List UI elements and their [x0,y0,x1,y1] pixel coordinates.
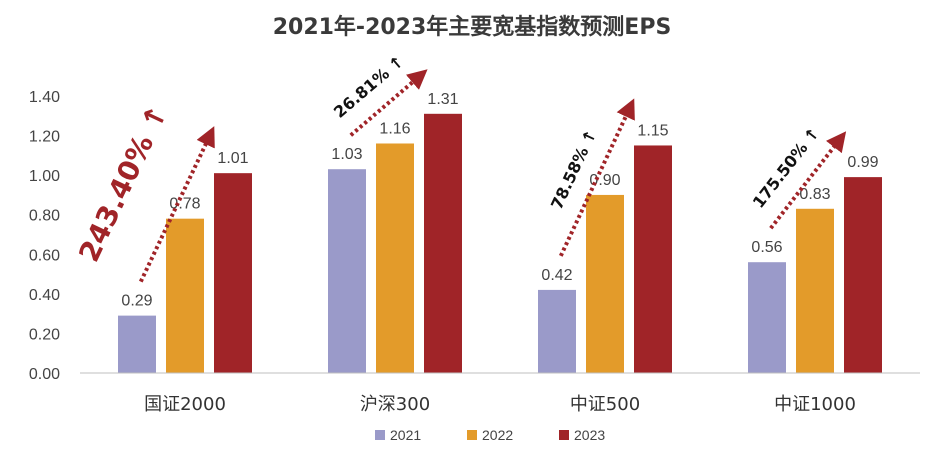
bars: 0.29 0.78 1.01 1.03 1.16 1.31 0.42 0.90 1.15 0.56… [118,91,882,374]
data-label: 1.01 [217,150,248,167]
y-tick-label: 0.80 [29,208,60,225]
legend-swatch [559,430,569,440]
x-tick-label: 中证1000 [774,394,856,415]
growth-arrow [138,126,215,283]
growth-label: 26.81% ↑ [330,52,407,122]
y-tick-label: 0.20 [29,326,60,343]
y-tick-label: 1.40 [29,89,60,106]
x-axis: 国证2000 沪深300 中证500 中证1000 [144,394,856,415]
bar-2023 [634,145,672,373]
bar-2021 [538,289,576,373]
bar-2021 [118,315,156,373]
legend-label: 2022 [482,427,513,443]
y-tick-label: 0.40 [29,287,60,304]
y-tick-label: 1.20 [29,129,60,146]
legend: 2021 2022 2023 [375,427,605,443]
bar-2021 [748,262,786,373]
data-label: 1.16 [379,120,410,137]
y-tick-label: 0.00 [29,366,60,383]
x-tick-label: 沪深300 [360,394,430,415]
legend-label: 2021 [390,427,421,443]
bar-2022 [376,143,414,373]
data-label: 0.90 [589,172,620,189]
bar-2023 [844,177,882,373]
bar-2023 [214,173,252,373]
data-label: 1.15 [637,122,668,139]
x-tick-label: 国证2000 [144,394,226,415]
data-label: 0.99 [847,154,878,171]
legend-label: 2023 [574,427,605,443]
data-label: 1.03 [331,146,362,163]
data-label: 0.42 [541,267,572,284]
data-label: 0.29 [121,293,152,310]
data-label: 1.31 [427,91,458,108]
x-tick-label: 中证500 [570,394,640,415]
y-tick-label: 0.60 [29,247,60,264]
data-label: 0.83 [799,186,830,203]
legend-swatch [467,430,477,440]
bar-2022 [166,218,204,373]
bar-2022 [586,194,624,373]
data-label: 0.56 [751,239,782,256]
data-label: 0.78 [169,196,200,213]
bar-2023 [424,113,462,374]
y-axis: 0.00 0.20 0.40 0.60 0.80 1.00 1.20 1.40 [29,89,60,383]
chart-title: 2021年-2023年主要宽基指数预测EPS [273,14,672,40]
bar-2021 [328,169,366,373]
growth-arrow [769,131,847,230]
bar-2022 [796,208,834,373]
y-tick-label: 1.00 [29,168,60,185]
legend-swatch [375,430,385,440]
